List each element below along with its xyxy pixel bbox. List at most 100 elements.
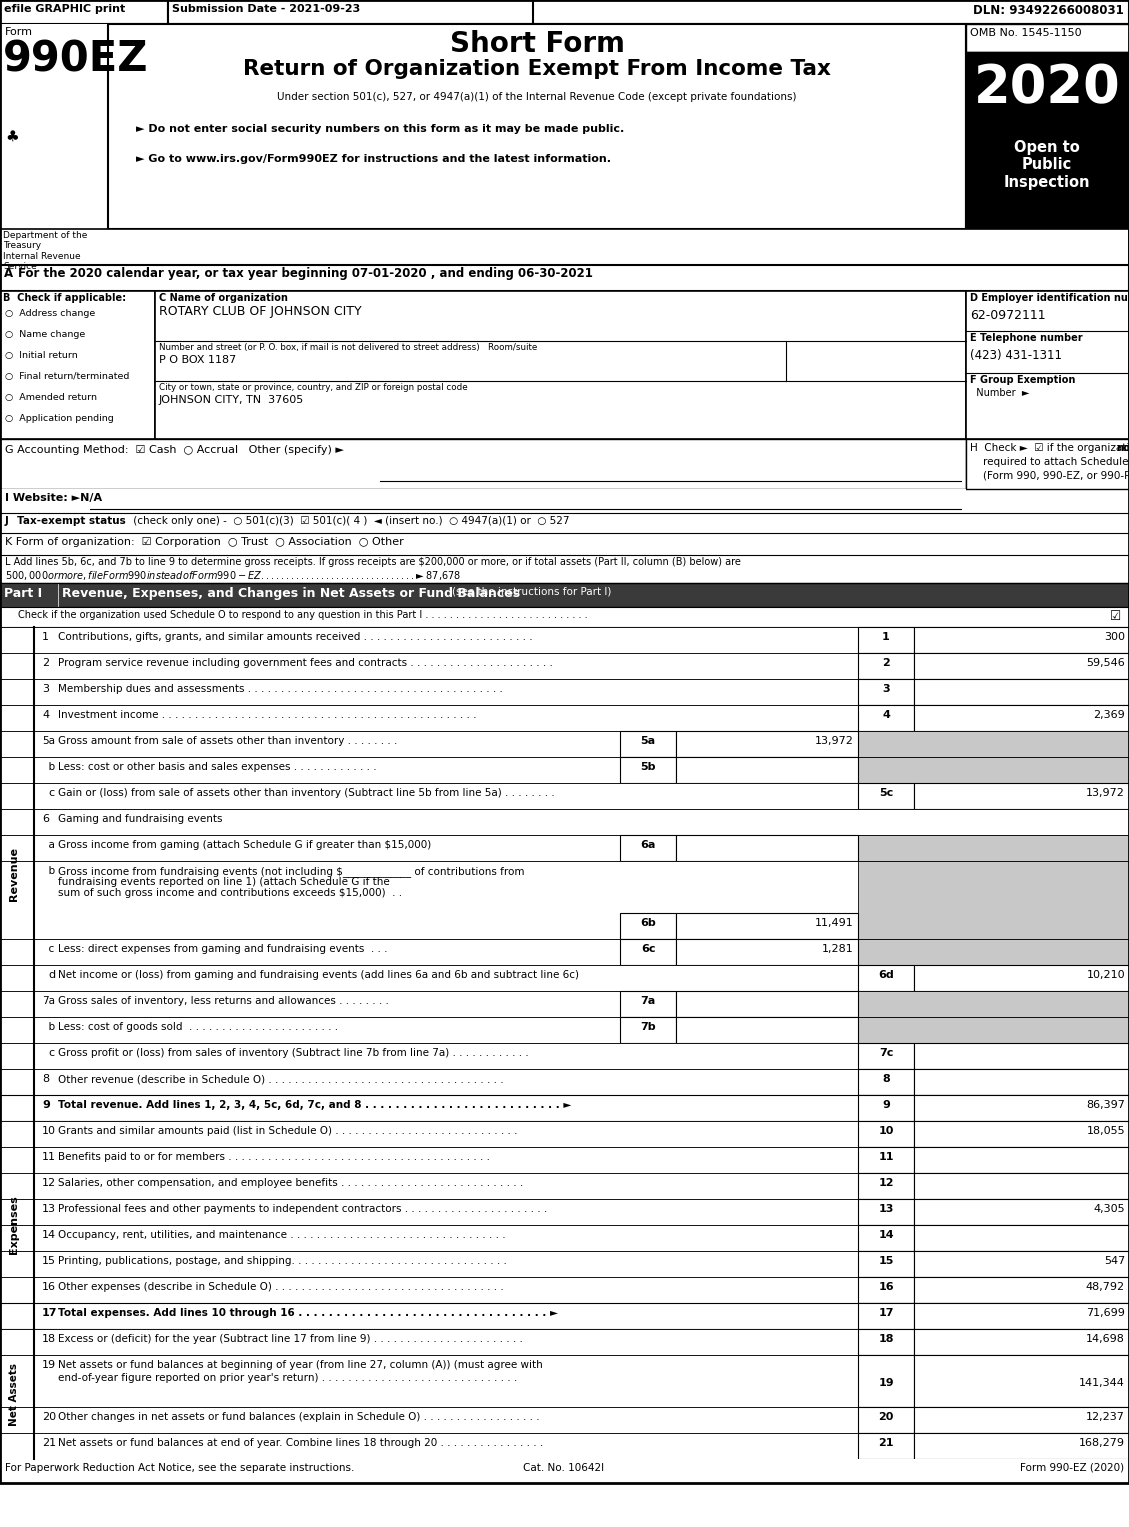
Text: 86,397: 86,397 xyxy=(1086,1099,1124,1110)
Bar xyxy=(676,991,858,1017)
Text: 20: 20 xyxy=(878,1412,894,1422)
Text: F Group Exemption: F Group Exemption xyxy=(970,376,1076,385)
Bar xyxy=(0,292,155,438)
Text: 4: 4 xyxy=(882,710,890,721)
Bar xyxy=(620,757,676,783)
Text: J: J xyxy=(5,516,12,525)
Text: 21: 21 xyxy=(878,1438,894,1448)
Bar xyxy=(620,1017,676,1043)
Bar xyxy=(0,1121,1129,1147)
Bar xyxy=(858,1251,914,1277)
Text: 5a: 5a xyxy=(640,736,656,747)
Text: (Form 990, 990-EZ, or 990-PF).: (Form 990, 990-EZ, or 990-PF). xyxy=(970,470,1129,481)
Bar xyxy=(0,731,1129,757)
Text: 19: 19 xyxy=(878,1377,894,1388)
Bar xyxy=(858,835,1129,861)
Text: fundraising events reported on line 1) (attach Schedule G if the: fundraising events reported on line 1) (… xyxy=(58,876,390,887)
Bar xyxy=(0,0,1129,24)
Text: Check if the organization used Schedule O to respond to any question in this Par: Check if the organization used Schedule … xyxy=(18,609,587,620)
Bar xyxy=(914,1199,1129,1225)
Text: Less: cost of goods sold  . . . . . . . . . . . . . . . . . . . . . . .: Less: cost of goods sold . . . . . . . .… xyxy=(58,1022,338,1032)
Bar xyxy=(914,783,1129,809)
Text: For Paperwork Reduction Act Notice, see the separate instructions.: For Paperwork Reduction Act Notice, see … xyxy=(5,1463,355,1474)
Bar xyxy=(914,1406,1129,1432)
Text: Total revenue. Add lines 1, 2, 3, 4, 5c, 6d, 7c, and 8 . . . . . . . . . . . . .: Total revenue. Add lines 1, 2, 3, 4, 5c,… xyxy=(58,1099,571,1110)
Text: A: A xyxy=(5,267,14,279)
Text: L Add lines 5b, 6c, and 7b to line 9 to determine gross receipts. If gross recei: L Add lines 5b, 6c, and 7b to line 9 to … xyxy=(5,557,741,567)
Text: For the 2020 calendar year, or tax year beginning 07-01-2020 , and ending 06-30-: For the 2020 calendar year, or tax year … xyxy=(18,267,593,279)
Text: Less: cost or other basis and sales expenses . . . . . . . . . . . . .: Less: cost or other basis and sales expe… xyxy=(58,762,377,773)
Text: 10: 10 xyxy=(42,1125,56,1136)
Bar xyxy=(0,1225,1129,1251)
Text: 5c: 5c xyxy=(878,788,893,799)
Bar xyxy=(0,1406,1129,1432)
Text: 18: 18 xyxy=(878,1335,894,1344)
Text: ROTARY CLUB OF JOHNSON CITY: ROTARY CLUB OF JOHNSON CITY xyxy=(159,305,361,318)
Text: 14,698: 14,698 xyxy=(1086,1335,1124,1344)
Bar xyxy=(914,628,1129,654)
Bar xyxy=(0,1017,1129,1043)
Text: 4,305: 4,305 xyxy=(1093,1203,1124,1214)
Bar xyxy=(0,24,108,229)
Bar xyxy=(858,1017,1129,1043)
Text: P O BOX 1187: P O BOX 1187 xyxy=(159,354,236,365)
Text: 11,491: 11,491 xyxy=(815,918,854,928)
Bar xyxy=(676,913,858,939)
Bar xyxy=(676,1017,858,1043)
Text: 3: 3 xyxy=(42,684,49,693)
Text: 14: 14 xyxy=(878,1231,894,1240)
Text: 71,699: 71,699 xyxy=(1086,1309,1124,1318)
Text: a: a xyxy=(42,840,55,851)
Bar xyxy=(0,583,58,608)
Text: 9: 9 xyxy=(882,1099,890,1110)
Bar xyxy=(0,939,1129,965)
Text: 17: 17 xyxy=(42,1309,58,1318)
Bar xyxy=(858,1432,914,1458)
Text: Form 990-EZ (2020): Form 990-EZ (2020) xyxy=(1019,1463,1124,1474)
Bar xyxy=(0,705,1129,731)
Text: 20: 20 xyxy=(42,1412,56,1422)
Text: Printing, publications, postage, and shipping. . . . . . . . . . . . . . . . . .: Printing, publications, postage, and shi… xyxy=(58,1257,507,1266)
Text: Excess or (deficit) for the year (Subtract line 17 from line 9) . . . . . . . . : Excess or (deficit) for the year (Subtra… xyxy=(58,1335,523,1344)
Text: 11: 11 xyxy=(42,1151,56,1162)
Text: DLN: 93492266008031: DLN: 93492266008031 xyxy=(973,5,1124,17)
Text: (see the instructions for Part I): (see the instructions for Part I) xyxy=(452,586,612,597)
Text: Gross profit or (loss) from sales of inventory (Subtract line 7b from line 7a) .: Gross profit or (loss) from sales of inv… xyxy=(58,1048,528,1058)
Text: Gross income from gaming (attach Schedule G if greater than $15,000): Gross income from gaming (attach Schedul… xyxy=(58,840,431,851)
Text: Part I: Part I xyxy=(5,586,42,600)
Bar xyxy=(858,705,914,731)
Text: 1: 1 xyxy=(882,632,890,641)
Text: Program service revenue including government fees and contracts . . . . . . . . : Program service revenue including govern… xyxy=(58,658,553,667)
Text: ► Go to www.irs.gov/Form990EZ for instructions and the latest information.: ► Go to www.irs.gov/Form990EZ for instru… xyxy=(135,154,611,163)
Bar xyxy=(0,489,966,533)
Bar xyxy=(858,991,1129,1017)
Text: Number and street (or P. O. box, if mail is not delivered to street address)   R: Number and street (or P. O. box, if mail… xyxy=(159,344,537,353)
Text: Professional fees and other payments to independent contractors . . . . . . . . : Professional fees and other payments to … xyxy=(58,1203,548,1214)
Text: (423) 431-1311: (423) 431-1311 xyxy=(970,350,1062,362)
Bar xyxy=(858,731,1129,757)
Bar xyxy=(914,654,1129,680)
Text: 19: 19 xyxy=(42,1361,56,1370)
Bar xyxy=(0,1432,1129,1458)
Text: Gross income from fundraising events (not including $_____________ of contributi: Gross income from fundraising events (no… xyxy=(58,866,525,876)
Text: Net assets or fund balances at beginning of year (from line 27, column (A)) (mus: Net assets or fund balances at beginning… xyxy=(58,1361,543,1370)
Text: 6a: 6a xyxy=(640,840,656,851)
Text: end-of-year figure reported on prior year's return) . . . . . . . . . . . . . . : end-of-year figure reported on prior yea… xyxy=(58,1373,517,1383)
Text: 1,281: 1,281 xyxy=(822,944,854,954)
Bar xyxy=(0,1303,1129,1328)
Bar xyxy=(966,52,1129,131)
Text: 4: 4 xyxy=(42,710,50,721)
Bar xyxy=(0,1069,1129,1095)
Bar xyxy=(914,1173,1129,1199)
Text: 990EZ: 990EZ xyxy=(3,38,149,79)
Text: b: b xyxy=(42,866,55,876)
Text: Net income or (loss) from gaming and fundraising events (add lines 6a and 6b and: Net income or (loss) from gaming and fun… xyxy=(58,970,579,980)
Bar xyxy=(914,1303,1129,1328)
Text: 62-0972111: 62-0972111 xyxy=(970,308,1045,322)
Text: Gross sales of inventory, less returns and allowances . . . . . . . .: Gross sales of inventory, less returns a… xyxy=(58,996,388,1006)
Text: 13,972: 13,972 xyxy=(815,736,854,747)
Bar xyxy=(914,1095,1129,1121)
Bar xyxy=(966,131,1129,229)
Text: 8: 8 xyxy=(882,1073,890,1084)
Bar xyxy=(858,1328,914,1354)
